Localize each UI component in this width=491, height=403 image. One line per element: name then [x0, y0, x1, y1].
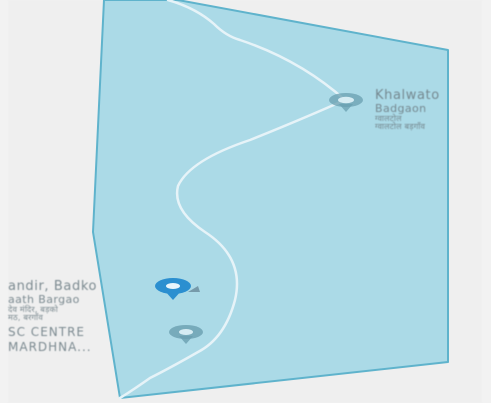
- road-line: [118, 0, 348, 400]
- place-label-line: ग्वालटोल बड़गाँव: [375, 122, 426, 131]
- pointer-icon: [188, 286, 200, 292]
- boundary-area[interactable]: [92, 0, 449, 399]
- place-label-line: aath Bargao: [8, 293, 80, 306]
- place-label-mandir[interactable]: andir, Badko aath Bargao देव मंदिर, बड़क…: [8, 277, 97, 322]
- place-label-line: andir, Badko: [8, 279, 98, 294]
- map-pin-selected-icon[interactable]: [155, 278, 191, 300]
- place-label-line: मठ, बरगाँव: [8, 313, 43, 322]
- map-pin-icon[interactable]: [329, 93, 363, 112]
- map-pin-icon[interactable]: [169, 325, 203, 344]
- place-label-sc-centre[interactable]: SC CENTRE MARDHNA...: [8, 323, 92, 353]
- place-label-line: देव मंदिर, बड़को: [8, 305, 58, 314]
- place-label-line: Badgaon: [375, 102, 427, 115]
- place-label-line: MARDHNA...: [8, 340, 92, 354]
- place-label-line: ग्वालटोल: [375, 114, 402, 123]
- place-label-khalwato[interactable]: Khalwato Badgaon ग्वालटोल ग्वालटोल बड़गा…: [375, 86, 440, 131]
- place-label-line: SC CENTRE: [8, 325, 85, 339]
- place-label-line: Khalwato: [375, 88, 440, 103]
